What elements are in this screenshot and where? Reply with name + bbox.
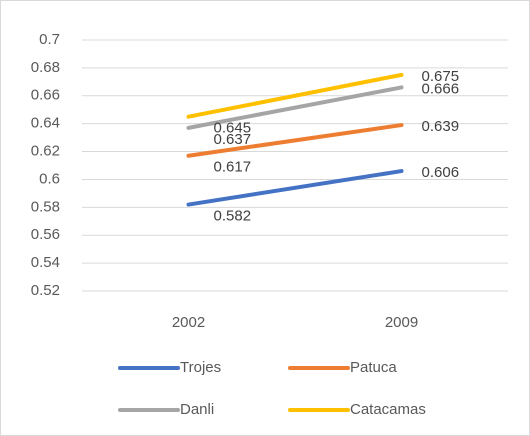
y-tick-label: 0.68 xyxy=(31,59,60,76)
data-label: 0.617 xyxy=(214,159,252,176)
y-tick-label: 0.7 xyxy=(39,31,60,48)
y-tick-label: 0.58 xyxy=(31,198,60,215)
x-tick-label: 2009 xyxy=(385,314,418,331)
y-tick-label: 0.6 xyxy=(39,170,60,187)
data-label: 0.675 xyxy=(422,68,460,85)
y-tick-label: 0.66 xyxy=(31,87,60,104)
x-tick-label: 2002 xyxy=(172,314,205,331)
data-label: 0.639 xyxy=(422,118,460,135)
data-label: 0.582 xyxy=(214,208,252,225)
legend-label: Catacamas xyxy=(350,401,426,418)
line-series xyxy=(186,72,404,119)
legend-label: Danli xyxy=(180,401,214,418)
data-label: 0.645 xyxy=(214,120,252,137)
line-series xyxy=(186,85,404,130)
y-tick-label: 0.52 xyxy=(31,282,60,299)
y-tick-label: 0.64 xyxy=(31,115,60,132)
legend-label: Patuca xyxy=(350,359,397,376)
line-series xyxy=(186,123,404,158)
y-tick-label: 0.62 xyxy=(31,143,60,160)
line-series xyxy=(186,169,404,207)
data-label: 0.666 xyxy=(422,80,460,97)
data-label: 0.637 xyxy=(214,131,252,148)
data-label: 0.606 xyxy=(422,164,460,181)
y-tick-label: 0.54 xyxy=(31,254,60,271)
y-tick-label: 0.56 xyxy=(31,226,60,243)
legend-label: Trojes xyxy=(180,359,221,376)
